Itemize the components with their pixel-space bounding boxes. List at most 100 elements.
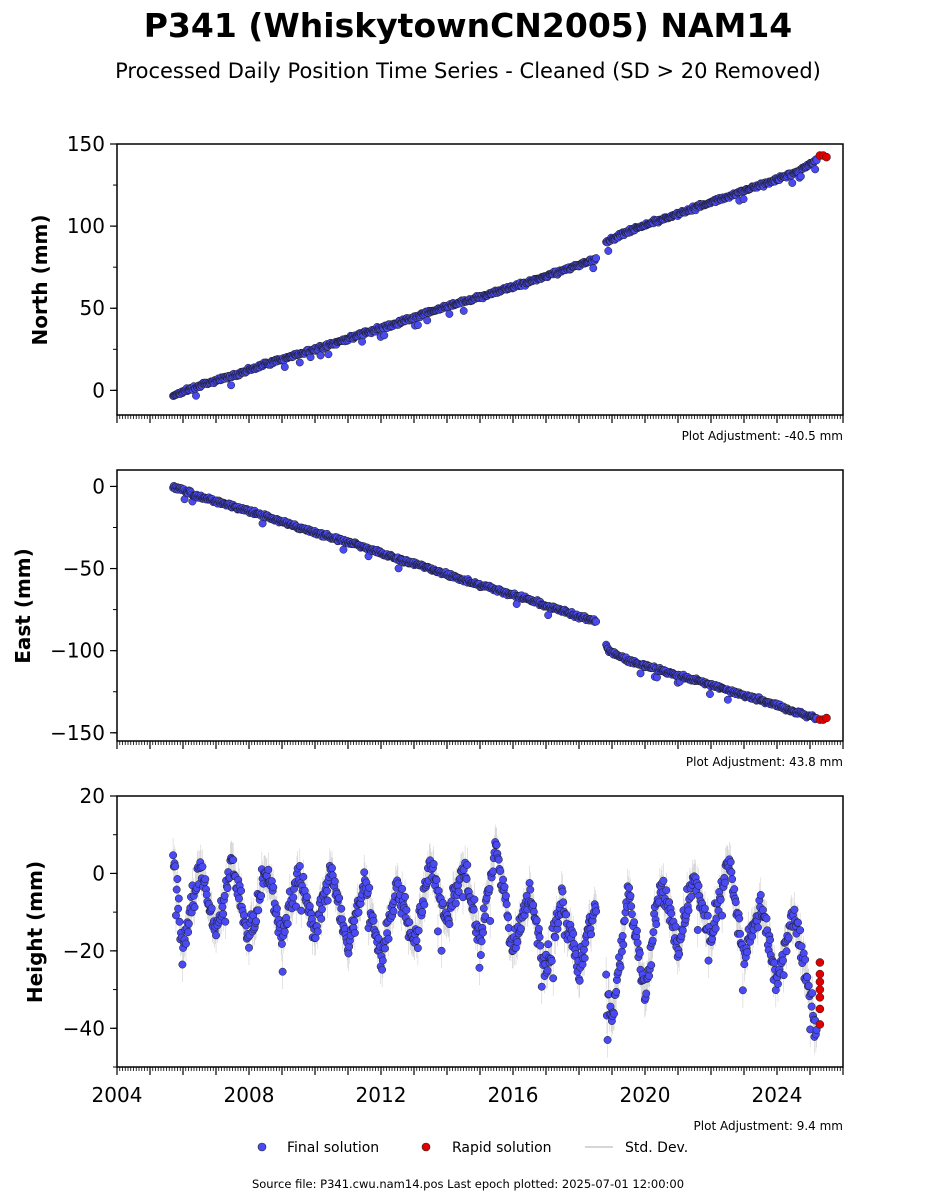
final-solution-point [245, 943, 253, 952]
final-solution-point [803, 973, 812, 982]
y-axis-label-east: East (mm) [11, 548, 35, 664]
rapid-solution-point [822, 713, 831, 723]
final-solution-point [730, 885, 739, 894]
final-solution-point [544, 940, 553, 949]
final-solution-point [316, 351, 325, 360]
rapid-solution-point [815, 977, 825, 987]
final-solution-point [459, 306, 468, 315]
final-solution-point [254, 906, 263, 915]
final-solution-point [289, 893, 298, 902]
final-solution-point [192, 391, 200, 400]
final-solution-point [536, 941, 545, 950]
final-solution-point [779, 971, 788, 980]
final-solution-point [716, 895, 725, 904]
final-solution-point [504, 923, 513, 932]
final-solution-point [739, 195, 748, 204]
final-solution-point [726, 858, 735, 866]
x-tick-label: 2024 [752, 1083, 803, 1107]
final-solution-point [616, 963, 625, 972]
final-solution-point [796, 172, 805, 181]
x-ticks-height [116, 1067, 844, 1075]
final-solution-point [526, 885, 535, 894]
final-solution-point [229, 855, 238, 864]
final-solution-point [784, 933, 793, 942]
y-tick-label: −20 [63, 939, 105, 963]
final-points-north [169, 155, 821, 400]
final-solution-point [581, 938, 590, 947]
final-solution-point [636, 669, 645, 678]
final-solution-point [280, 927, 289, 936]
final-solution-point [486, 917, 495, 925]
final-solution-point [620, 916, 629, 925]
final-solution-point [580, 954, 589, 963]
final-points-height [169, 838, 821, 1044]
final-solution-point [174, 894, 183, 903]
final-solution-point [324, 350, 333, 359]
final-solution-point [649, 928, 658, 937]
final-solution-point [758, 905, 767, 914]
final-solution-point [788, 179, 797, 187]
final-solution-point [617, 947, 626, 956]
final-solution-point [227, 381, 236, 390]
final-solution-point [513, 938, 522, 947]
final-solution-point [675, 950, 684, 958]
rapid-solution-point [822, 152, 831, 162]
final-solution-point [604, 246, 613, 255]
final-solution-point [207, 904, 216, 913]
final-solution-point [219, 909, 228, 918]
final-solution-point [445, 920, 454, 929]
final-solution-point [667, 909, 676, 918]
final-solution-point [693, 926, 702, 934]
final-solution-point [221, 917, 230, 926]
final-solution-point [796, 926, 805, 935]
rapid-points-height [815, 958, 825, 1029]
final-solution-point [479, 928, 487, 937]
final-solution-point [264, 865, 273, 874]
final-solution-point [173, 875, 182, 883]
final-solution-point [736, 929, 744, 938]
final-solution-point [317, 914, 326, 923]
final-solution-point [169, 851, 178, 860]
x-tick-label: 2016 [488, 1083, 539, 1107]
final-points-east [169, 481, 821, 724]
plot-frame-east [116, 469, 844, 742]
final-solution-point [549, 974, 558, 983]
final-solution-point [337, 904, 346, 913]
final-solution-point [618, 932, 627, 940]
final-solution-point [184, 919, 193, 928]
final-solution-point [328, 864, 336, 873]
final-solution-point [360, 868, 369, 877]
final-solution-point [738, 986, 747, 995]
final-solution-point [299, 872, 308, 881]
final-solution-point [662, 886, 671, 895]
rapid-points-east [815, 713, 831, 724]
final-solution-point [323, 896, 332, 905]
final-solution-point [705, 690, 714, 698]
final-solution-point [384, 934, 393, 943]
final-solution-point [280, 363, 289, 371]
y-tick-label: 20 [80, 784, 105, 808]
final-solution-point [703, 911, 712, 920]
final-solution-point [235, 894, 243, 903]
final-solution-point [313, 927, 322, 936]
final-solution-point [494, 855, 503, 864]
final-solution-point [551, 933, 560, 942]
final-solution-point [481, 912, 490, 921]
rapid-solution-point [815, 1020, 825, 1029]
y-tick-label: −100 [50, 639, 105, 663]
final-solution-point [182, 939, 190, 948]
final-solution-point [504, 913, 513, 922]
final-solution-point [212, 931, 220, 940]
final-solution-point [172, 885, 181, 894]
final-solution-point [499, 875, 508, 884]
final-solution-point [630, 918, 639, 927]
final-solution-point [454, 887, 463, 896]
final-solution-point [610, 1009, 618, 1018]
final-solution-point [374, 934, 383, 943]
final-solution-point [171, 862, 180, 871]
final-solution-point [627, 902, 636, 911]
final-solution-point [562, 910, 571, 919]
final-solution-point [305, 902, 314, 911]
final-solution-point [433, 927, 442, 936]
